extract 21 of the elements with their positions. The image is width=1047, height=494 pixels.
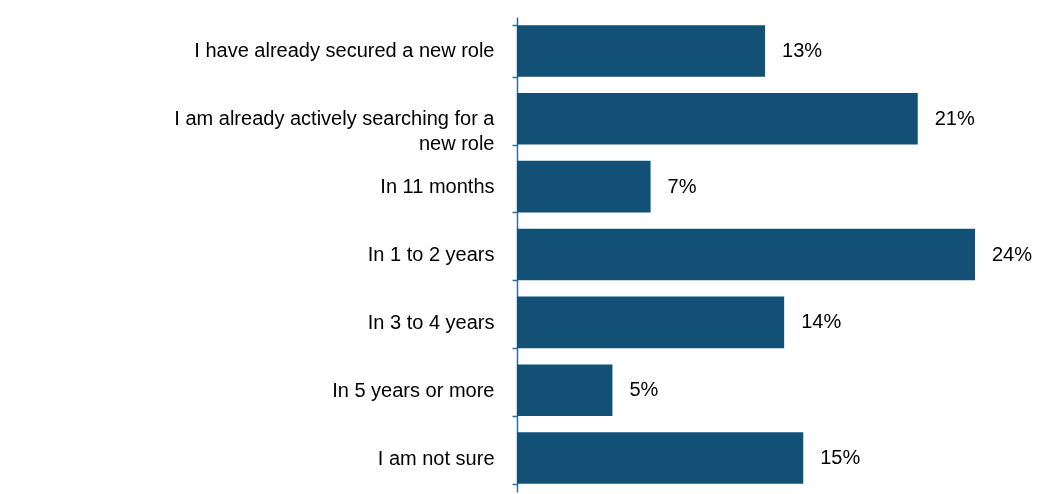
data-label: 13%	[782, 38, 823, 61]
data-label: 7%	[667, 174, 697, 197]
data-label: 21%	[934, 106, 975, 129]
bar	[517, 296, 785, 349]
bar	[517, 432, 804, 484]
y-tick-label: In 5 years or more	[332, 378, 495, 401]
bar	[517, 364, 613, 416]
data-label: 24%	[992, 242, 1033, 265]
bar	[517, 228, 975, 281]
data-label: 5%	[629, 378, 659, 401]
bar	[517, 93, 918, 145]
data-label: 15%	[820, 446, 861, 469]
y-tick-label: In 3 to 4 years	[367, 310, 495, 333]
bar	[517, 160, 651, 213]
y-tick-label: In 1 to 2 years	[367, 243, 495, 265]
y-tick-label: I am not sure	[377, 446, 495, 469]
bar	[517, 25, 766, 77]
y-tick-label: In 11 months	[380, 175, 495, 198]
y-tick-label: I am already actively searching for a new role	[174, 107, 496, 155]
y-tick-label: I have already secured a new role	[194, 39, 495, 62]
data-label: 14%	[801, 310, 842, 333]
